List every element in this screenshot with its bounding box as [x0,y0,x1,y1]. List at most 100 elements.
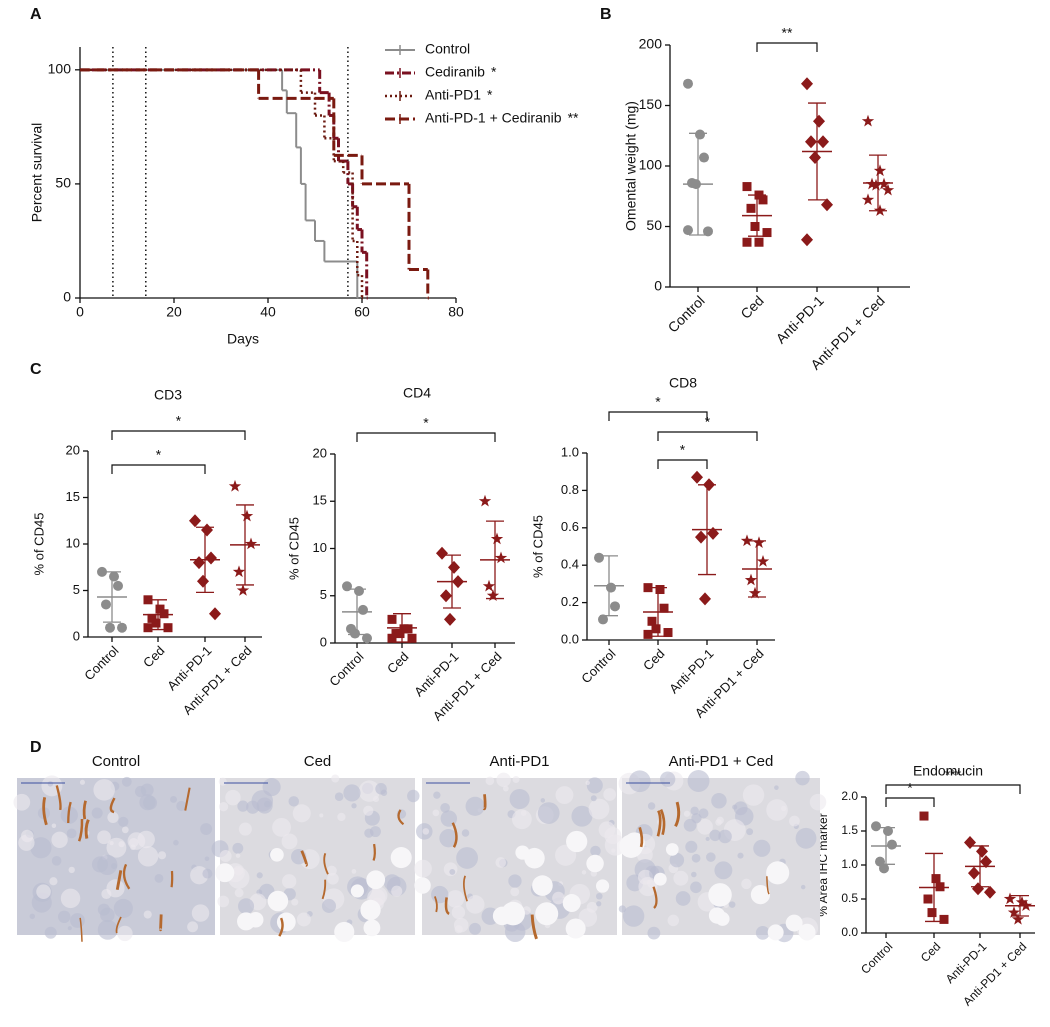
tissue-texture [746,828,754,836]
tissue-texture [485,776,495,786]
tissue-texture [691,871,697,878]
vessel [170,870,174,888]
significance-bracket [756,42,818,52]
y-tick-label: 50 [646,217,662,233]
x-tick-label: 20 [166,304,182,320]
tissue-texture [337,812,346,822]
group [861,114,895,217]
tissue-texture [187,921,199,933]
tissue-texture [673,870,689,886]
tissue-texture [753,839,771,857]
tissue-texture [690,881,702,894]
data-point [201,523,213,537]
chart-title: CD4 [403,385,431,401]
y-tick-label: 0 [73,628,80,643]
tissue-texture [440,810,458,827]
x-tick-label: Anti-PD-1 [666,646,716,696]
vessel [115,916,122,934]
group [387,613,417,643]
group [1003,892,1035,925]
vessel [323,852,329,875]
tissue-texture [638,877,658,897]
vessel [84,819,90,839]
tissue-texture [685,840,698,853]
tissue-texture [509,788,530,810]
data-point [594,552,604,563]
data-point [742,237,752,247]
data-point [919,811,929,821]
survival-curve [80,68,359,299]
tissue-texture [461,829,470,837]
data-point [869,178,883,191]
vessel [109,797,116,814]
data-point [395,629,405,639]
group [478,494,510,602]
y-tick-label: 10 [313,540,327,555]
data-point [189,514,201,528]
vessel [397,809,405,826]
y-tick-label: 0.2 [561,594,579,609]
tissue-texture [51,856,62,866]
micrograph [618,770,827,943]
tissue-texture [97,919,118,940]
data-point [683,78,693,89]
group [97,566,127,633]
adipocyte [215,863,235,883]
significance-label: * [680,442,686,458]
data-point [342,581,352,592]
data-point [703,226,713,237]
significance-label: * [176,413,182,429]
x-tick-label: Ced [384,649,411,676]
y-tick-label: 100 [639,157,663,173]
vessel [42,797,48,826]
tissue-texture [97,830,111,845]
tissue-texture [68,866,75,874]
tissue-texture [691,813,702,824]
x-tick-label: 0 [76,304,84,320]
data-point [147,613,157,623]
data-point [209,607,221,621]
tissue-texture [51,831,68,848]
group [801,77,833,247]
group [740,534,772,599]
survival-curve [80,68,430,300]
adipocyte [524,847,545,869]
tissue-texture [510,887,520,897]
tissue-texture [363,805,374,816]
x-tick-label: Control [81,643,121,683]
x-tick-label: Ced [140,643,167,670]
tissue-texture [219,850,232,863]
chart-title: CD3 [154,387,182,403]
vessel [55,785,62,811]
data-point [758,195,768,205]
y-axis-label: Percent survival [29,123,45,223]
tissue-texture [200,823,213,835]
tissue-texture [446,890,465,908]
data-point [817,135,829,149]
significance-bracket [608,411,708,421]
tissue-texture [588,798,610,820]
tissue-texture [93,779,115,801]
adipocyte [276,912,296,932]
legend-significance: * [491,64,497,80]
y-tick-label: 15 [66,489,80,504]
data-point [695,129,705,140]
data-point [240,509,254,522]
tissue-texture [718,829,732,844]
data-point [197,574,209,588]
tissue-texture [30,837,52,859]
tissue-texture [552,891,565,905]
vessel [674,801,681,828]
tissue-texture [433,791,441,799]
vessel [321,879,327,900]
group [742,182,772,247]
data-point [143,595,153,605]
tissue-texture [21,829,34,843]
tissue-texture [715,819,722,826]
survival-curve [80,68,369,300]
data-point [695,530,707,544]
data-point [205,551,217,565]
data-point [691,470,703,484]
adipocyte [653,872,667,886]
